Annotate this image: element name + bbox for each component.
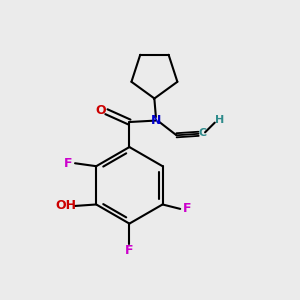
Text: F: F: [64, 157, 73, 170]
Text: F: F: [125, 244, 134, 257]
Text: H: H: [214, 115, 224, 125]
Text: C: C: [199, 128, 207, 138]
Text: OH: OH: [55, 200, 76, 212]
Text: F: F: [182, 202, 191, 215]
Text: O: O: [95, 104, 106, 117]
Text: N: N: [151, 114, 161, 127]
